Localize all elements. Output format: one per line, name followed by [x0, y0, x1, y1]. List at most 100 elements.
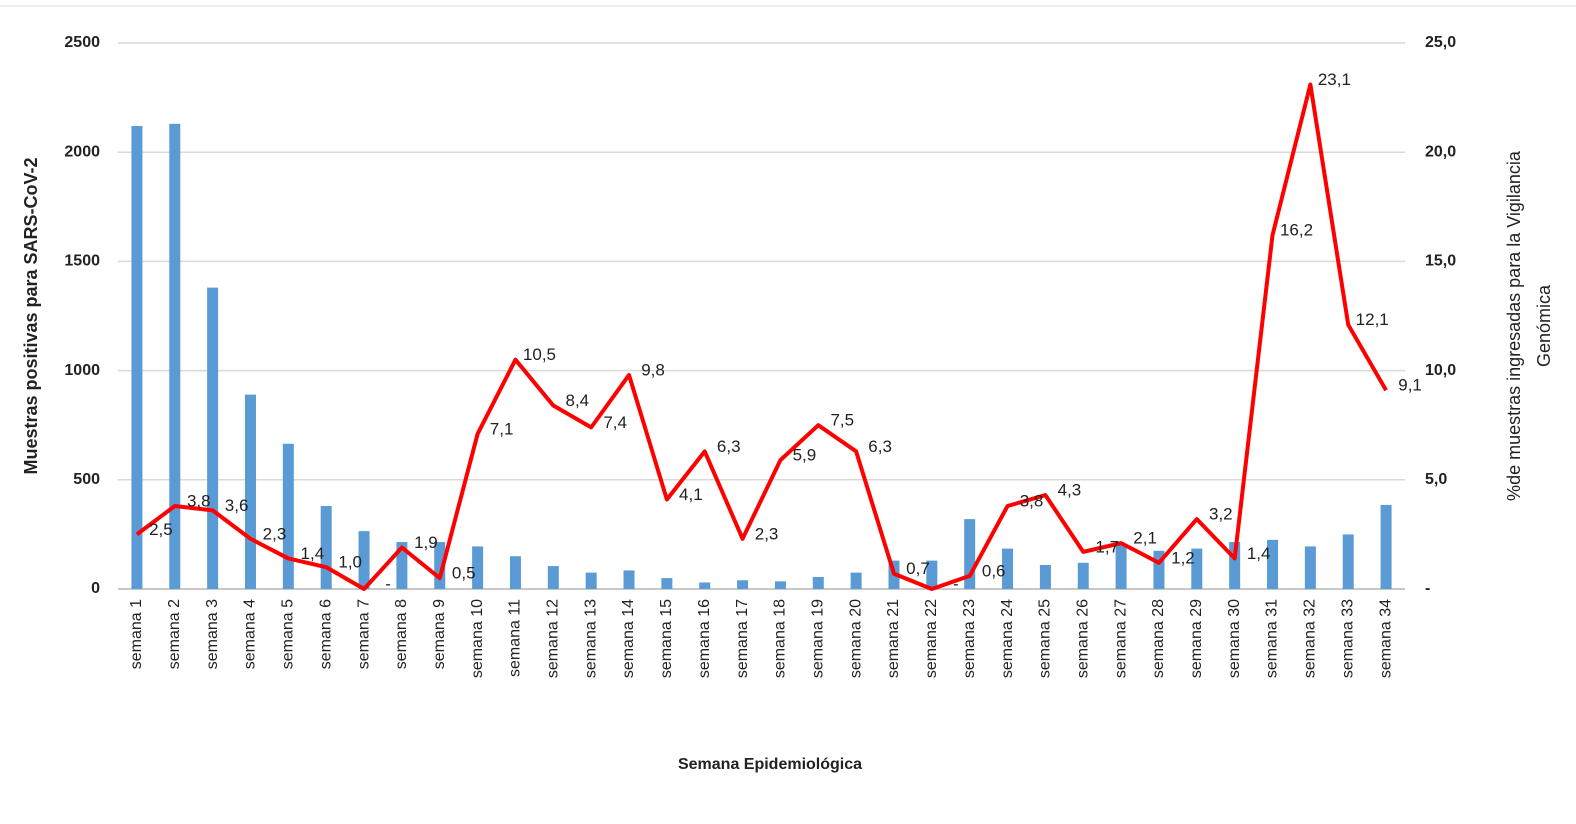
x-tick-label: semana 15: [658, 599, 675, 678]
x-tick-label: semana 5: [280, 599, 297, 669]
y2-tick-label: 20,0: [1425, 143, 1456, 160]
bar: [926, 560, 938, 589]
x-tick-label: semana 16: [696, 599, 713, 678]
data-label: 4,1: [679, 485, 703, 504]
bar: [434, 542, 446, 589]
x-axis-title: Semana Epidemiológica: [678, 756, 862, 773]
y2-axis-title: Genómica: [1534, 284, 1554, 367]
bar: [850, 572, 862, 589]
y2-tick-label: 10,0: [1425, 362, 1456, 379]
x-tick-label: semana 14: [620, 599, 637, 678]
data-label: -: [953, 574, 959, 593]
data-label: 1,4: [301, 544, 325, 563]
bar: [1039, 564, 1051, 589]
x-tick-label: semana 21: [885, 599, 902, 678]
x-tick-label: semana 23: [961, 599, 978, 678]
x-tick-label: semana 29: [1188, 599, 1205, 678]
data-label: 2,3: [755, 524, 779, 543]
bar: [1229, 542, 1241, 589]
x-tick-label: semana 7: [355, 599, 372, 669]
x-tick-label: semana 4: [242, 599, 259, 669]
bar: [207, 287, 219, 589]
data-label: 1,2: [1171, 548, 1195, 567]
data-label: 0,6: [982, 561, 1006, 580]
data-label: 3,8: [187, 491, 211, 510]
x-tick-label: semana 34: [1377, 599, 1394, 678]
data-label: 0,5: [452, 564, 476, 583]
y-tick-label: 2000: [64, 143, 100, 160]
x-tick-label: semana 25: [1037, 599, 1054, 678]
data-label: 0,7: [906, 559, 930, 578]
bar: [1002, 548, 1014, 589]
x-tick-label: semana 33: [1339, 599, 1356, 678]
bar: [131, 125, 143, 589]
x-tick-label: semana 24: [999, 599, 1016, 678]
x-tick-label: semana 28: [1150, 599, 1167, 678]
y-tick-label: 0: [91, 580, 100, 597]
bar: [1267, 539, 1279, 589]
y2-tick-label: 25,0: [1425, 34, 1456, 51]
bar: [1380, 504, 1392, 589]
bar: [585, 572, 597, 589]
x-tick-label: semana 20: [847, 599, 864, 678]
data-label: 4,3: [1058, 481, 1082, 500]
y-tick-label: 1500: [64, 253, 100, 270]
x-tick-label: semana 18: [772, 599, 789, 678]
y-tick-label: 500: [73, 471, 100, 488]
x-tick-label: semana 8: [393, 599, 410, 669]
bar: [1153, 550, 1165, 589]
data-label: 7,4: [603, 413, 627, 432]
bar: [472, 546, 484, 589]
x-tick-label: semana 11: [507, 599, 524, 677]
y-tick-label: 1000: [64, 362, 100, 379]
y2-axis-title: %de muestras ingresadas para la Vigilanc…: [1504, 150, 1524, 501]
data-label: 7,1: [490, 419, 514, 438]
data-label: 2,3: [263, 524, 287, 543]
bar: [699, 582, 711, 589]
y2-tick-label: 5,0: [1425, 471, 1447, 488]
data-label: 9,8: [641, 360, 665, 379]
data-label: 1,4: [1247, 544, 1271, 563]
data-label: 2,5: [149, 520, 173, 539]
data-label: 2,1: [1133, 529, 1157, 548]
y2-tick-label: -: [1425, 580, 1430, 597]
x-tick-label: semana 2: [166, 599, 183, 669]
bar: [1077, 562, 1089, 589]
y-tick-label: 2500: [64, 34, 100, 51]
data-label: 6,3: [717, 437, 741, 456]
x-tick-label: semana 19: [809, 599, 826, 678]
x-tick-label: semana 30: [1226, 599, 1243, 678]
data-label: 6,3: [868, 437, 892, 456]
bar: [244, 394, 256, 589]
bar: [774, 581, 786, 589]
data-label: -: [385, 574, 391, 593]
x-tick-label: semana 17: [734, 599, 751, 678]
x-tick-label: semana 10: [469, 599, 486, 678]
bar: [1115, 545, 1127, 589]
bar: [1304, 546, 1316, 589]
data-label: 10,5: [523, 345, 556, 364]
data-label: 5,9: [793, 446, 817, 465]
x-tick-label: semana 1: [128, 599, 145, 669]
x-tick-label: semana 12: [545, 599, 562, 678]
bar: [1191, 548, 1203, 589]
bar: [358, 531, 370, 589]
x-tick-label: semana 6: [317, 599, 334, 669]
data-label: 23,1: [1318, 70, 1351, 89]
x-tick-label: semana 13: [582, 599, 599, 678]
x-tick-label: semana 26: [1074, 599, 1091, 678]
bar: [396, 542, 408, 589]
bar: [1342, 534, 1354, 589]
line: [135, 82, 1388, 591]
bar: [661, 578, 673, 589]
bar: [964, 519, 976, 589]
bar: [509, 556, 521, 589]
bar: [282, 443, 294, 589]
data-label: 3,8: [1020, 491, 1044, 510]
data-label: 1,0: [338, 553, 362, 572]
data-label: 12,1: [1356, 310, 1389, 329]
x-tick-label: semana 9: [431, 599, 448, 669]
bar: [169, 123, 181, 590]
bar: [737, 580, 749, 589]
data-label: 3,6: [225, 496, 249, 515]
